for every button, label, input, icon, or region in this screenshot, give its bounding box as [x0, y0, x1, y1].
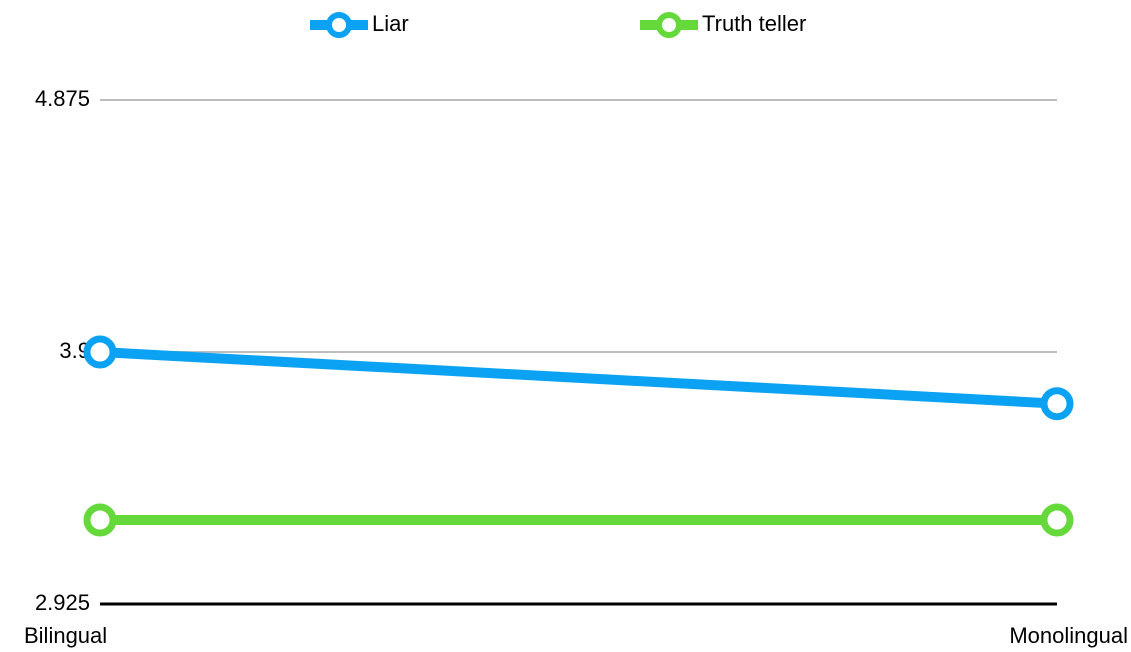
data-point — [1040, 387, 1074, 421]
y-tick-label: 2.925 — [35, 590, 90, 615]
legend-label: Truth teller — [702, 11, 806, 36]
data-point — [83, 503, 117, 537]
series-line — [99, 347, 1058, 409]
y-tick-label: 4.875 — [35, 86, 90, 111]
legend-marker — [656, 12, 682, 38]
legend-label: Liar — [372, 11, 409, 36]
x-tick-label: Monolingual — [1009, 623, 1128, 648]
data-point — [83, 335, 117, 369]
legend-marker — [326, 12, 352, 38]
x-tick-label: Bilingual — [24, 623, 107, 648]
data-point — [1040, 503, 1074, 537]
